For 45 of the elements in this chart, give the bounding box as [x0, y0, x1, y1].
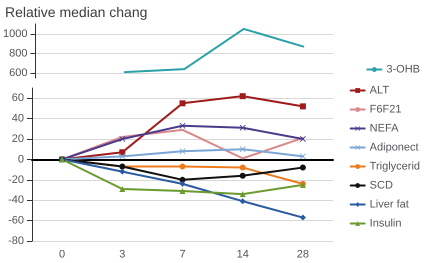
legend-label: NEFA — [370, 122, 400, 134]
point — [240, 164, 246, 171]
legend-label: SCD — [370, 180, 393, 192]
y-tick-label: 20 — [12, 133, 24, 145]
y-tick-label: 600 — [9, 67, 28, 80]
legend-label: F6F21 — [370, 104, 402, 116]
x-tick-label: 7 — [179, 248, 186, 260]
legend-label: 3-OHB — [386, 64, 420, 76]
legend-label: Liver fat — [370, 198, 409, 210]
legend-label: Insulin — [370, 218, 402, 230]
line-series — [124, 28, 304, 74]
x-tick-label: 14 — [236, 248, 249, 260]
point — [180, 100, 186, 106]
point — [240, 124, 246, 131]
point — [119, 168, 126, 175]
point — [300, 153, 306, 160]
point — [240, 191, 246, 198]
y-tick-label: 0 — [18, 153, 24, 166]
point — [180, 164, 186, 170]
y-tick-label: -60 — [8, 214, 24, 227]
point — [119, 186, 126, 192]
x-tick-label: 3 — [119, 248, 126, 260]
point — [300, 214, 306, 221]
chart-title: Relative median chang — [5, 4, 148, 20]
point — [300, 164, 306, 171]
y-tick-label: 800 — [9, 47, 28, 60]
y-tick-label: 1000 — [2, 28, 28, 40]
point — [119, 153, 126, 160]
x-tick-label: 28 — [296, 248, 310, 260]
legend-label: Adiponect — [370, 142, 419, 154]
point — [180, 188, 186, 194]
y-tick-label: 40 — [12, 112, 24, 125]
x-tick-label: 0 — [59, 248, 66, 260]
point — [240, 146, 246, 152]
y-tick-label: -40 — [8, 194, 24, 206]
legend-label: Triglycerid — [370, 160, 420, 172]
y-tick-label: -80 — [8, 235, 24, 247]
y-tick-label: 60 — [12, 92, 24, 104]
point — [180, 180, 186, 187]
point — [240, 93, 246, 100]
point — [300, 103, 306, 110]
legend-label: ALT — [370, 84, 390, 96]
point — [240, 198, 246, 204]
point — [240, 172, 246, 179]
y-tick-label: -20 — [8, 174, 24, 186]
